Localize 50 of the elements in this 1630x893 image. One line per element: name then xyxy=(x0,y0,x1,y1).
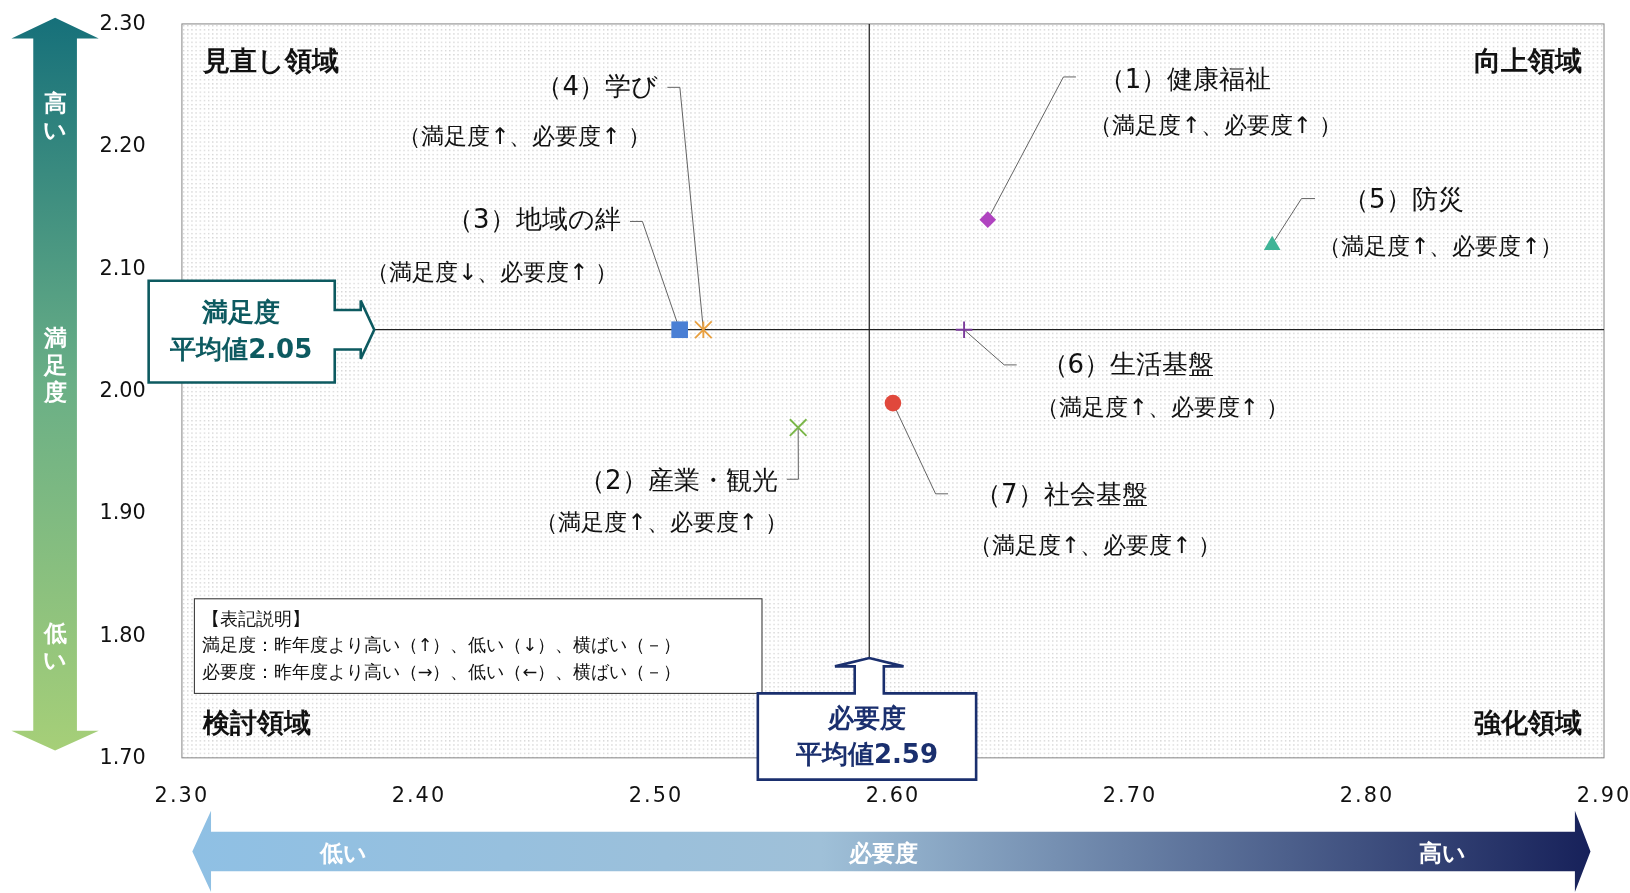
point xyxy=(671,321,688,339)
point xyxy=(979,211,997,228)
y-tick-label: 2.10 xyxy=(99,255,146,280)
annotation: （満足度↑、必要度↑ ） xyxy=(535,509,788,536)
annotation: （満足度↑、必要度↑） xyxy=(1318,232,1564,259)
x-tick-label: 2.70 xyxy=(1102,783,1158,808)
text: （5）防災 xyxy=(1343,184,1464,215)
annotation: 満足度：昨年度より高い（↑）、低い（↓）、横ばい（－） xyxy=(201,635,682,656)
y-tick-label: 1.80 xyxy=(99,622,146,647)
x-tick-label: 2.30 xyxy=(154,783,210,808)
point xyxy=(954,320,974,339)
y-axis-title: 満足度 xyxy=(42,324,67,405)
point xyxy=(788,418,808,437)
series-label: （2）産業・観光 xyxy=(579,464,778,495)
annotation: （満足度↓、必要度↑ ） xyxy=(365,258,619,285)
y-tick-label: 2.00 xyxy=(99,377,146,402)
annotation: （満足度↑、必要度↑ ） xyxy=(1089,112,1343,139)
annotation: 向上領域 xyxy=(1474,44,1583,76)
annotation: 必要度：昨年度より高い（→）、低い（←）、横ばい（－） xyxy=(201,661,682,682)
point xyxy=(694,320,713,339)
x-axis-title: 必要度 xyxy=(848,840,919,867)
x-tick-label: 2.90 xyxy=(1576,783,1630,808)
annotation: （満足度↑、必要度↑ ） xyxy=(398,122,651,149)
x-tick-label: 2.80 xyxy=(1339,783,1395,808)
annotation: 見直し領域 xyxy=(201,44,339,76)
text: （1）健康福祉 xyxy=(1098,63,1272,94)
text: 高い xyxy=(1419,840,1467,867)
y-tick-label: 2.20 xyxy=(99,133,146,158)
text: （6）生活基盤 xyxy=(1041,349,1215,380)
ref-line-label: 必要度平均値2.59 xyxy=(794,702,939,770)
text: （7）社会基盤 xyxy=(975,479,1148,510)
annotation: （満足度↑、必要度↑ ） xyxy=(968,532,1222,559)
y-tick-label: 2.30 xyxy=(99,10,146,35)
y-tick-label: 1.70 xyxy=(99,744,146,769)
text: （4）学び xyxy=(536,70,659,101)
point xyxy=(1263,235,1281,250)
annotation: 検討領域 xyxy=(201,707,311,739)
annotation: 【表記説明】 xyxy=(201,608,310,629)
y-tick-label: 1.90 xyxy=(99,500,146,525)
x-tick-label: 2.60 xyxy=(865,783,921,808)
x-tick-label: 2.50 xyxy=(628,783,684,808)
annotation: 強化領域 xyxy=(1474,707,1583,739)
text: （3）地域の絆 xyxy=(447,203,621,234)
text: 高い xyxy=(43,89,68,143)
text: 低い xyxy=(318,840,367,867)
ref-line-label: 満足度平均値2.05 xyxy=(169,297,313,364)
text: 低い xyxy=(42,619,68,673)
x-tick-label: 2.40 xyxy=(391,783,447,808)
point xyxy=(884,394,902,412)
annotation: （満足度↑、必要度↑ ） xyxy=(1036,394,1289,421)
